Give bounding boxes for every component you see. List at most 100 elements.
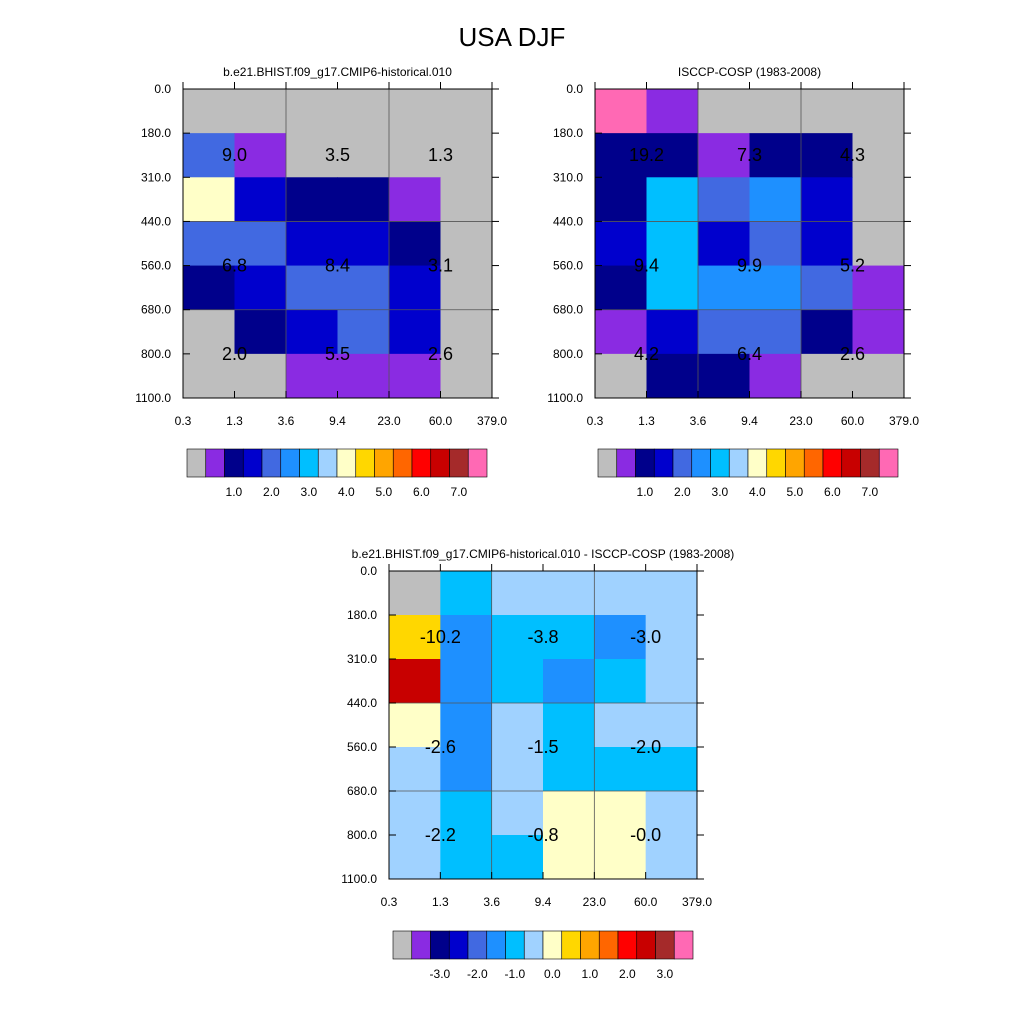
y-tick-label: 180.0 [553,126,583,140]
y-tick-label: 0.0 [360,564,377,578]
heatmap-cell [595,133,647,178]
heatmap-cell [440,659,493,704]
heatmap-cell [183,265,235,311]
heatmap-cell [491,703,544,748]
colorbar-swatch [467,930,488,960]
heatmap-cell [543,615,595,660]
colorbar-label: 2.0 [674,485,691,499]
colorbar-label: 5.0 [376,485,393,499]
heatmap-cell [801,221,853,267]
heatmap-cell [646,177,699,222]
x-tick-label: 379.0 [889,414,919,428]
colorbar-swatch [280,448,300,478]
panel-difference: b.e21.BHIST.f09_g17.CMIP6-historical.010… [341,547,734,981]
heatmap-cell [852,221,905,267]
heatmap-cell [337,89,390,134]
heatmap-cell [698,265,750,311]
heatmap-cell [749,353,802,399]
y-tick-label: 800.0 [347,828,377,842]
heatmap-cell [801,89,853,134]
colorbar-swatch [635,448,655,478]
heatmap-cell [749,89,802,134]
colorbar-swatch [597,448,618,478]
heatmap-cell [749,221,802,267]
heatmap-cell [645,703,698,748]
heatmap-cell [389,177,441,222]
y-tick-label: 560.0 [347,740,377,754]
cell-annotation: 8.4 [325,256,350,276]
cell-annotation: 2.6 [428,344,453,364]
cell-annotation: 9.9 [737,256,762,276]
heatmap-cell [440,571,493,616]
colorbar-label: 7.0 [451,485,468,499]
heatmap-cell [389,353,441,399]
heatmap-cell [543,791,595,836]
heatmap-cell [440,89,493,134]
heatmap-cell [337,353,390,399]
cell-annotation: -2.0 [630,737,661,757]
y-tick-label: 180.0 [141,126,171,140]
cell-annotation: -2.6 [425,737,456,757]
heatmap-cell [183,221,235,267]
heatmap-cell [440,133,493,178]
colorbar-swatch [467,448,488,478]
heatmap-cell [234,309,287,355]
heatmap-cell [594,703,647,748]
panel-title: b.e21.BHIST.f09_g17.CMIP6-historical.010… [352,547,735,561]
colorbar-swatch [411,930,431,960]
x-tick-label: 23.0 [583,895,607,909]
colorbar-swatch [673,930,694,960]
heatmap-cell [543,659,595,704]
x-tick-label: 9.4 [329,414,346,428]
heatmap-cell [852,353,905,399]
colorbar-label: 5.0 [787,485,804,499]
x-tick-label: 0.3 [587,414,604,428]
heatmap-cell [698,89,750,134]
heatmap-cell [491,659,544,704]
heatmap-cell [698,133,750,178]
y-tick-label: 680.0 [553,303,583,317]
colorbar-label: 3.0 [301,485,318,499]
heatmap-cell [389,835,441,880]
heatmap-cell [749,265,802,311]
panel-title: ISCCP-COSP (1983-2008) [678,65,821,79]
heatmap-cell [286,89,338,134]
heatmap-cell [234,133,287,178]
x-tick-label: 23.0 [789,414,813,428]
colorbar-swatch [542,930,563,960]
heatmap-cell [234,353,287,399]
colorbar-swatch [747,448,768,478]
panel-model: b.e21.BHIST.f09_g17.CMIP6-historical.010… [135,65,507,499]
panel-observation: ISCCP-COSP (1983-2008) 0.0 180.0 310.0 440.0… [547,65,919,499]
heatmap-cell [389,265,441,311]
colorbar-swatch [505,930,525,960]
colorbar-swatch [336,448,357,478]
colorbar-swatch [580,930,600,960]
heatmap-cell [749,309,802,355]
x-tick-label: 60.0 [634,895,658,909]
heatmap-cell [594,571,647,616]
heatmap-cell [234,265,287,311]
colorbar-swatch [224,448,244,478]
colorbar-label: 1.0 [226,485,243,499]
heatmap-cell [645,571,698,616]
heatmap-cell [389,791,441,836]
heatmap-cell [183,133,235,178]
heatmap-cell [389,221,441,267]
cell-annotation: -1.5 [527,737,558,757]
heatmap-cell [389,133,441,178]
heatmap-cell [645,791,698,836]
heatmap-cell [698,353,750,399]
colorbar-swatch [486,930,506,960]
cell-annotation: 5.2 [840,256,865,276]
colorbar-swatch [728,448,749,478]
x-tick-label: 0.3 [175,414,192,428]
heatmap-cell [337,133,390,178]
heatmap-cell [595,309,647,355]
heatmap-cell [646,309,699,355]
heatmap-cell [801,133,853,178]
colorbar-swatch [822,448,843,478]
cell-annotation: 4.2 [634,344,659,364]
x-tick-label: 60.0 [841,414,865,428]
colorbar-swatch [691,448,711,478]
